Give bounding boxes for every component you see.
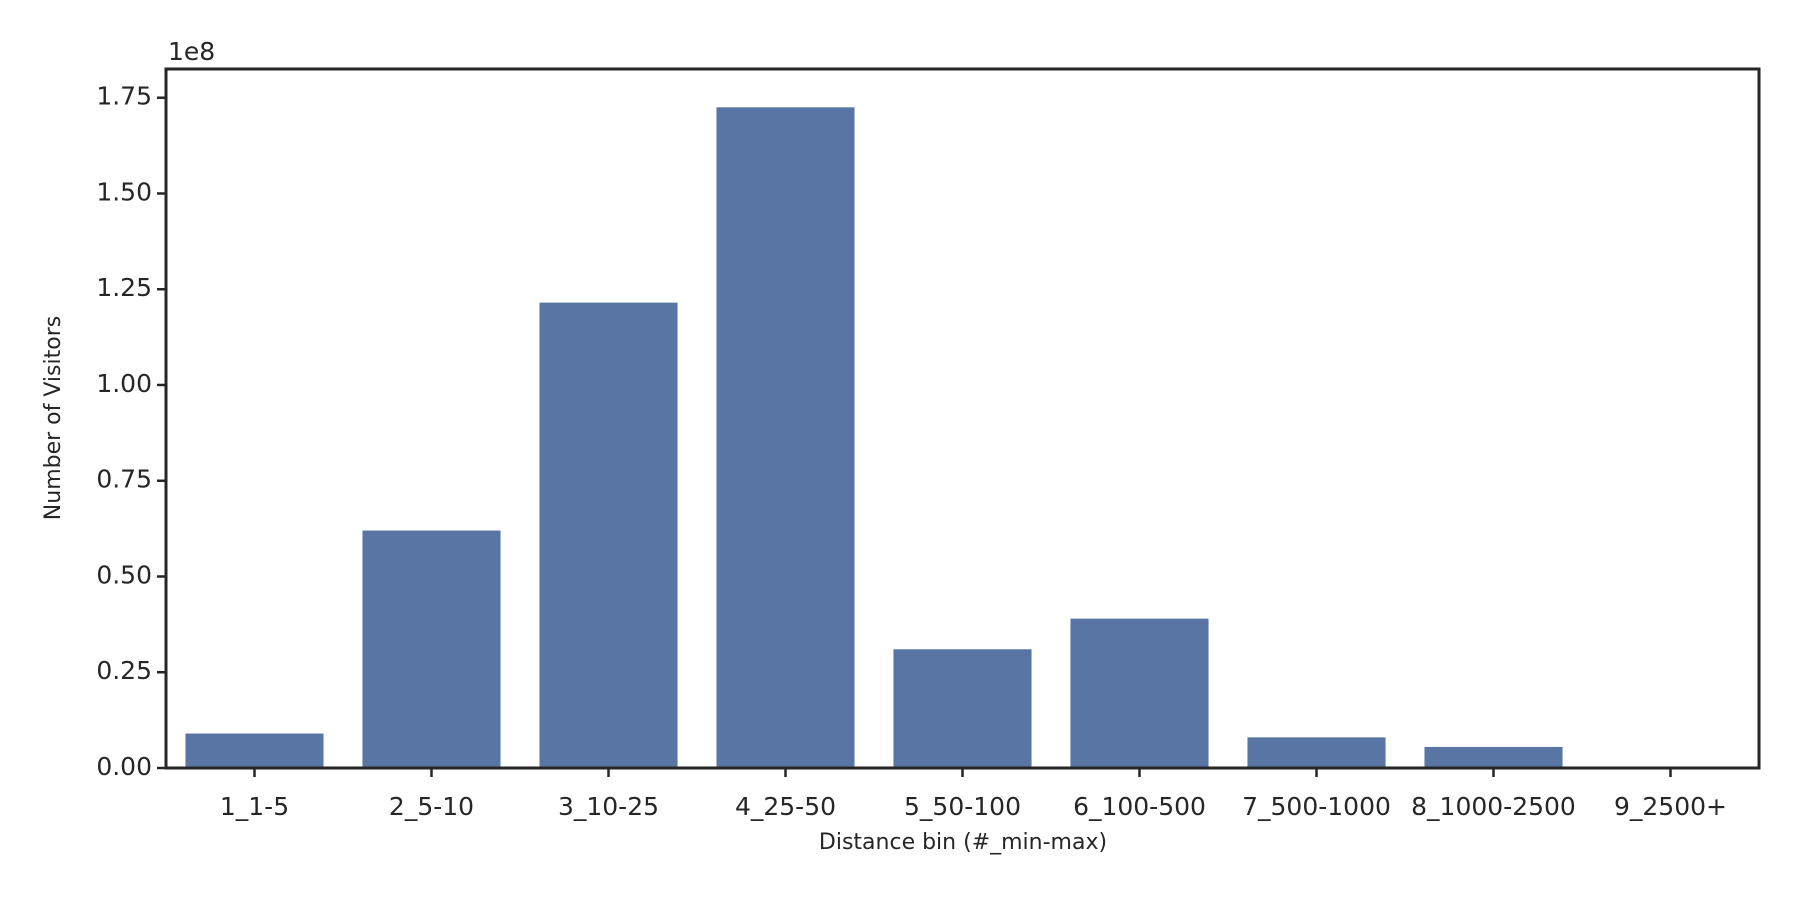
- bar: [539, 302, 678, 768]
- y-tick-label: 1.25: [96, 273, 152, 302]
- y-tick-label: 0.00: [96, 752, 152, 781]
- x-tick-label: 2_5-10: [389, 792, 474, 821]
- bar: [1070, 618, 1209, 768]
- y-tick-label: 0.25: [96, 656, 152, 685]
- bar: [185, 733, 324, 768]
- bar: [362, 530, 501, 768]
- y-tick-label: 1.00: [96, 369, 152, 398]
- plot-frame: [164, 67, 1761, 770]
- x-tick-label: 8_1000-2500: [1411, 792, 1576, 821]
- y-offset-label: 1e8: [168, 37, 215, 66]
- x-tick-label: 1_1-5: [220, 792, 289, 821]
- bar: [716, 107, 855, 768]
- bar: [1424, 746, 1563, 768]
- x-axis-label: Distance bin (#_min-max): [819, 830, 1107, 855]
- x-tick-label: 6_100-500: [1073, 792, 1206, 821]
- y-tick-label: 1.75: [96, 82, 152, 111]
- bar: [893, 649, 1032, 768]
- y-axis-label: Number of Visitors: [41, 316, 66, 520]
- x-tick-label: 7_500-1000: [1242, 792, 1391, 821]
- y-tick-label: 1.50: [96, 177, 152, 206]
- x-tick-label: 9_2500+: [1614, 792, 1727, 821]
- x-tick-label: 3_10-25: [558, 792, 659, 821]
- y-tick-label: 0.50: [96, 560, 152, 589]
- x-tick-label: 5_50-100: [904, 792, 1021, 821]
- bar: [1247, 737, 1386, 768]
- x-tick-label: 4_25-50: [735, 792, 836, 821]
- y-tick-label: 0.75: [96, 465, 152, 494]
